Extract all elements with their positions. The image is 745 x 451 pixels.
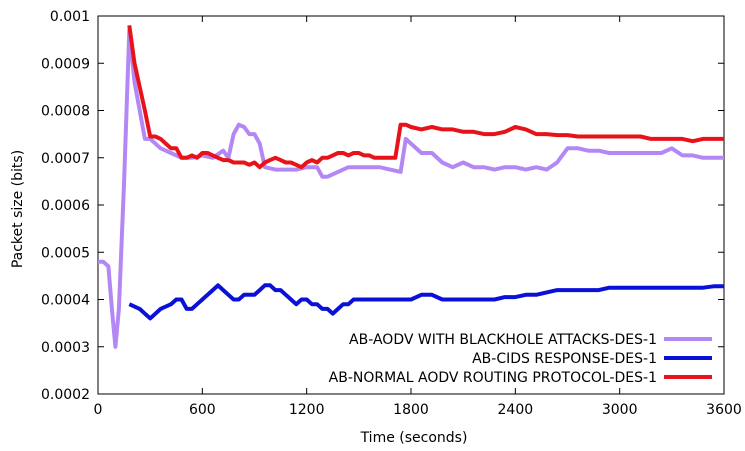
y-tick-label: 0.0008 xyxy=(41,104,90,120)
x-tick-label: 0 xyxy=(94,402,103,418)
series-line-2 xyxy=(128,283,724,321)
y-tick-label: 0.0003 xyxy=(41,340,90,356)
legend: AB-AODV WITH BLACKHOLE ATTACKS-DES-1 AB-C… xyxy=(329,332,712,386)
x-tick-label: 1800 xyxy=(393,402,429,418)
legend-label-3: AB-NORMAL AODV ROUTING PROTOCOL-DES-1 xyxy=(329,370,657,386)
y-tick-label: 0.0009 xyxy=(41,56,90,72)
y-tick-label: 0.0005 xyxy=(41,245,90,261)
x-tick-label: 3000 xyxy=(602,402,638,418)
series-line-1 xyxy=(98,28,724,349)
y-tick-label: 0.001 xyxy=(50,9,90,25)
y-tick-label: 0.0002 xyxy=(41,387,90,403)
x-tick-label: 600 xyxy=(189,402,216,418)
axis-ticks: 0 600 1200 1800 2400 3000 3600 0.0002 0.0003 0.00… xyxy=(41,9,742,418)
legend-label-1: AB-AODV WITH BLACKHOLE ATTACKS-DES-1 xyxy=(349,332,657,348)
x-tick-label: 3600 xyxy=(706,402,742,418)
y-tick-label: 0.0006 xyxy=(41,198,90,214)
x-tick-label: 1200 xyxy=(289,402,325,418)
y-axis-label: Packet size (bits) xyxy=(10,150,26,268)
x-tick-label: 2400 xyxy=(498,402,534,418)
x-axis-label: Time (seconds) xyxy=(360,430,468,446)
series-line-3 xyxy=(127,25,724,170)
y-tick-label: 0.0007 xyxy=(41,151,90,167)
y-tick-label: 0.0004 xyxy=(41,293,90,309)
series-lines xyxy=(98,25,724,349)
legend-label-2: AB-CIDS RESPONSE-DES-1 xyxy=(472,351,657,367)
